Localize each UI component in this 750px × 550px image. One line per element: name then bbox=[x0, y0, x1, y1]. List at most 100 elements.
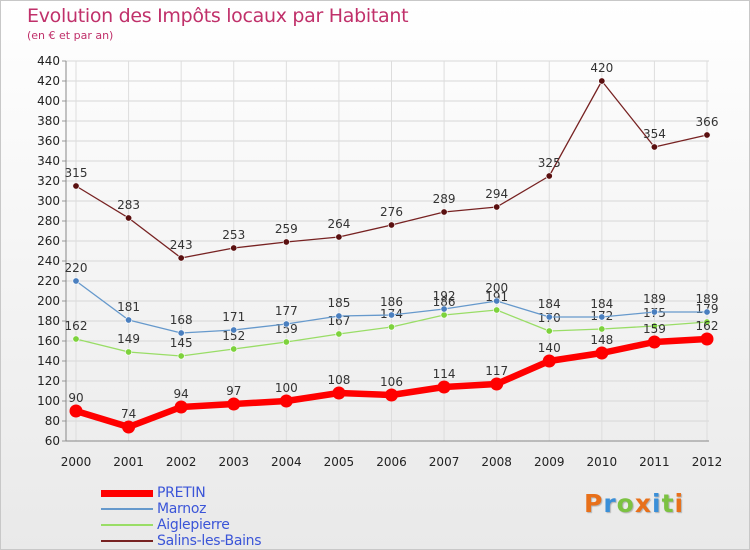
x-tick-label: 2001 bbox=[113, 455, 144, 469]
x-tick-label: 2006 bbox=[376, 455, 407, 469]
data-label: 253 bbox=[222, 228, 245, 242]
data-point bbox=[387, 221, 395, 229]
logo-letter: i bbox=[674, 489, 685, 518]
data-label: 354 bbox=[643, 127, 666, 141]
data-point bbox=[440, 305, 448, 313]
y-tick-label: 160 bbox=[37, 334, 60, 348]
data-label: 283 bbox=[117, 198, 140, 212]
data-point bbox=[387, 323, 395, 331]
x-tick-label: 2004 bbox=[271, 455, 302, 469]
data-point bbox=[493, 203, 501, 211]
legend-label: Marnoz bbox=[157, 501, 207, 517]
data-point bbox=[125, 214, 133, 222]
data-label: 171 bbox=[222, 310, 245, 324]
y-tick-label: 400 bbox=[37, 94, 60, 108]
data-point bbox=[598, 77, 606, 85]
data-point bbox=[279, 394, 293, 408]
data-point bbox=[282, 338, 290, 346]
data-label: 186 bbox=[380, 295, 403, 309]
data-label: 181 bbox=[117, 300, 140, 314]
data-label: 94 bbox=[174, 387, 189, 401]
data-point bbox=[385, 388, 398, 402]
data-point bbox=[332, 386, 346, 400]
data-label: 259 bbox=[275, 222, 298, 236]
data-point bbox=[440, 311, 448, 319]
legend-swatch bbox=[101, 508, 153, 510]
legend-entry: PRETIN bbox=[101, 485, 261, 501]
data-label: 315 bbox=[65, 166, 88, 180]
y-tick-label: 120 bbox=[37, 374, 60, 388]
data-label: 159 bbox=[275, 322, 298, 336]
data-label: 145 bbox=[170, 336, 193, 350]
x-tick-label: 2002 bbox=[166, 455, 197, 469]
data-point bbox=[703, 318, 711, 326]
logo-letter: i bbox=[652, 489, 662, 518]
data-label: 220 bbox=[65, 261, 88, 275]
data-point bbox=[230, 326, 238, 334]
data-point bbox=[125, 316, 133, 324]
data-point bbox=[647, 335, 661, 349]
data-point bbox=[177, 352, 185, 360]
y-tick-label: 240 bbox=[37, 254, 60, 268]
data-point bbox=[72, 335, 80, 343]
chart-title: Evolution des Impôts locaux par Habitant bbox=[27, 5, 409, 27]
x-tick-label: 2012 bbox=[692, 455, 723, 469]
data-label: 140 bbox=[538, 341, 561, 355]
y-tick-label: 340 bbox=[37, 154, 60, 168]
data-point bbox=[72, 182, 80, 190]
y-tick-label: 220 bbox=[37, 274, 60, 288]
data-point bbox=[335, 330, 343, 338]
legend-swatch bbox=[101, 524, 153, 526]
data-point bbox=[125, 348, 133, 356]
data-label: 184 bbox=[538, 297, 561, 311]
x-tick-label: 2000 bbox=[61, 455, 92, 469]
data-point bbox=[703, 131, 711, 139]
legend-swatch bbox=[101, 489, 153, 497]
data-label: 74 bbox=[121, 407, 136, 421]
data-point bbox=[335, 233, 343, 241]
data-point bbox=[177, 254, 185, 262]
legend: PRETIN Marnoz Aiglepierre Salins-les-Bains bbox=[101, 485, 262, 549]
data-point bbox=[598, 313, 606, 321]
data-point bbox=[282, 320, 290, 328]
data-label: 90 bbox=[68, 391, 83, 405]
y-tick-label: 360 bbox=[37, 134, 60, 148]
data-point bbox=[545, 313, 553, 321]
legend-entry: Aiglepierre bbox=[101, 517, 261, 533]
data-point bbox=[490, 377, 504, 391]
data-point bbox=[282, 238, 290, 246]
data-point bbox=[230, 345, 238, 353]
series-pretin: 90 74 94 97 100 108 106 114 117 140 148 159 162 bbox=[68, 319, 718, 434]
proxiti-logo: Proxiti bbox=[584, 489, 684, 518]
logo-letter: t bbox=[661, 489, 675, 518]
y-tick-label: 60 bbox=[45, 434, 60, 448]
data-label: 97 bbox=[226, 384, 241, 398]
data-label: 148 bbox=[590, 333, 613, 347]
data-label: 243 bbox=[170, 238, 193, 252]
data-point bbox=[493, 297, 501, 305]
data-point bbox=[387, 311, 395, 319]
legend-label: Aiglepierre bbox=[157, 517, 230, 533]
data-label: 152 bbox=[222, 329, 245, 343]
logo-letter: o bbox=[616, 489, 635, 518]
data-point bbox=[650, 308, 658, 316]
legend-entry: Marnoz bbox=[101, 501, 261, 517]
data-point bbox=[440, 208, 448, 216]
data-point bbox=[72, 277, 80, 285]
y-tick-label: 140 bbox=[37, 354, 60, 368]
data-point bbox=[703, 308, 711, 316]
y-tick-label: 320 bbox=[37, 174, 60, 188]
logo-letter: x bbox=[634, 489, 652, 518]
y-tick-label: 100 bbox=[37, 394, 60, 408]
data-point bbox=[177, 329, 185, 337]
y-tick-label: 420 bbox=[37, 74, 60, 88]
data-label: 149 bbox=[117, 332, 140, 346]
data-point bbox=[650, 143, 658, 151]
data-label: 117 bbox=[485, 364, 508, 378]
data-point bbox=[230, 244, 238, 252]
data-point bbox=[69, 404, 83, 418]
data-label: 100 bbox=[275, 381, 298, 395]
legend-label: Salins-les-Bains bbox=[157, 533, 262, 549]
